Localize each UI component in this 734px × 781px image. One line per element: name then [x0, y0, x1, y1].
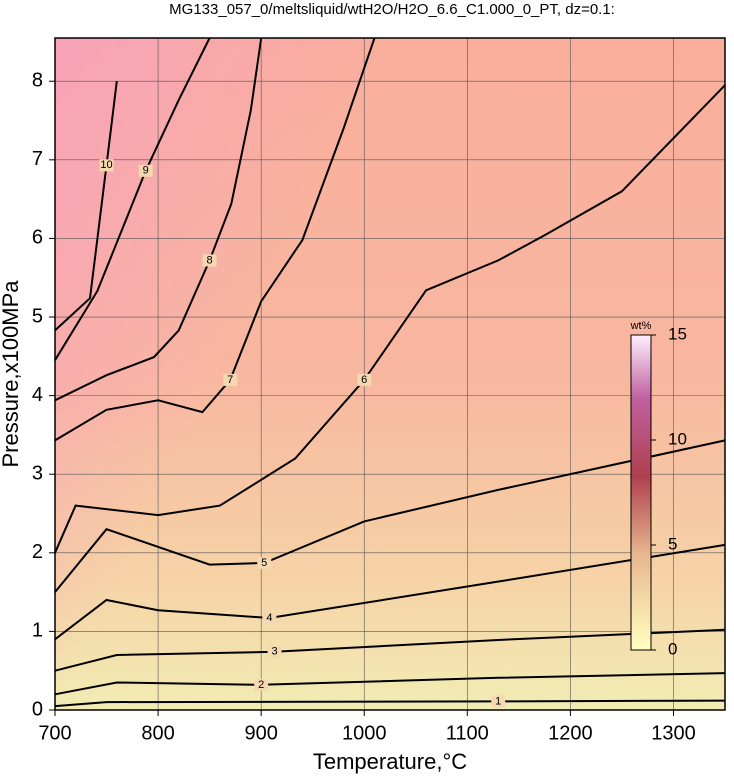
contour-label-bg [491, 695, 506, 708]
x-axis-label: Temperature,°C [313, 749, 467, 774]
colorbar-tick-label: 10 [668, 429, 687, 448]
contour-line [54, 37, 263, 402]
contour-label-bg [357, 373, 372, 386]
contour-label: 8 [207, 254, 213, 266]
contour-label: 10 [100, 159, 112, 171]
contour-label: 5 [261, 557, 267, 569]
contour-label: 1 [495, 695, 501, 707]
x-tick-label: 1100 [446, 722, 489, 744]
x-tick-label: 800 [141, 722, 174, 744]
contour-label-bg [254, 678, 269, 691]
y-tick-label: 2 [32, 541, 43, 563]
contour-label-bg [202, 254, 217, 267]
y-tick-label: 7 [32, 148, 43, 170]
x-tick-label: 900 [244, 722, 277, 744]
y-tick-label: 8 [32, 70, 43, 92]
colorbar-tick-label: 5 [668, 534, 677, 553]
contour-line [54, 81, 118, 332]
y-tick-label: 3 [32, 462, 43, 484]
x-tick-label: 700 [38, 722, 71, 744]
x-tick-label: 1300 [651, 722, 696, 744]
plot-frame [54, 37, 726, 711]
contour-label-bg [267, 645, 282, 658]
y-axis-label: Pressure,x100MPa [0, 280, 23, 468]
contour-label-bg [257, 557, 272, 570]
colorbar-tick-label: 15 [668, 324, 687, 343]
contour-label: 2 [258, 679, 264, 691]
colorbar [630, 334, 652, 651]
contour-line [54, 543, 726, 641]
contour-label-bg [223, 373, 238, 386]
contour-label-bg [99, 159, 114, 172]
colorbar-tick-label: 0 [668, 639, 677, 658]
contour-label: 7 [227, 374, 233, 386]
contour-label-bg [138, 164, 153, 177]
y-tick-label: 5 [32, 305, 43, 327]
y-tick-label: 6 [32, 227, 43, 249]
contour-line [54, 699, 726, 708]
x-tick-label: 1000 [342, 722, 387, 744]
y-tick-label: 4 [32, 384, 43, 406]
contour-label: 3 [271, 646, 277, 658]
x-tick-label: 1200 [548, 722, 593, 744]
contour-label: 9 [143, 165, 149, 177]
y-tick-label: 1 [32, 620, 43, 642]
y-tick-label: 0 [32, 698, 43, 720]
contour-label-bg [262, 612, 277, 625]
chart-title: MG133_057_0/meltsliquid/wtH2O/H2O_6.6_C1… [169, 1, 615, 18]
contour-label: 6 [361, 374, 367, 386]
colorbar-label: wt% [630, 320, 652, 332]
contour-label: 4 [266, 612, 272, 624]
